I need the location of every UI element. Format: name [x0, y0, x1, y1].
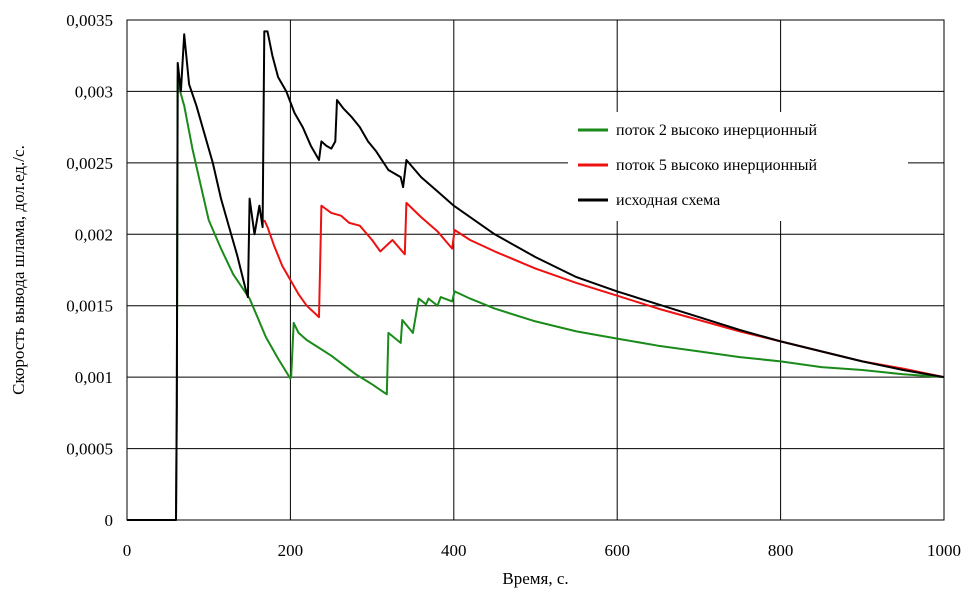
- x-tick-label: 0: [123, 541, 132, 560]
- series-line-3: [127, 30, 945, 521]
- y-tick-label: 0,0005: [66, 440, 113, 459]
- y-tick-label: 0,0035: [66, 11, 113, 30]
- x-tick-label: 400: [441, 541, 467, 560]
- y-tick-label: 0,002: [75, 225, 113, 244]
- series-line-2: [263, 201, 945, 379]
- x-tick-label: 200: [278, 541, 304, 560]
- series-lines: [127, 30, 945, 521]
- y-tick-label: 0,001: [75, 368, 113, 387]
- x-axis-label: Время, с.: [502, 569, 568, 588]
- legend-entry-label: поток 2 высоко инерционный: [616, 122, 818, 139]
- y-axis-label: Скорость вывода шлама, дол.ед./с.: [9, 145, 28, 395]
- y-tick-label: 0,0025: [66, 154, 113, 173]
- x-tick-label: 1000: [927, 541, 961, 560]
- legend-entry-label: исходная схема: [616, 192, 720, 209]
- y-tick-label: 0,003: [75, 82, 113, 101]
- x-tick-label: 600: [604, 541, 630, 560]
- plot-area-frame: [126, 19, 945, 521]
- x-axis-ticks: 0 200 400 600 800 1000: [123, 541, 961, 560]
- legend-background: [568, 112, 908, 221]
- series-line-1: [127, 76, 945, 521]
- legend-entry-label: поток 5 высоко инерционный: [616, 157, 818, 174]
- y-tick-label: 0,0015: [66, 297, 113, 316]
- y-tick-label: 0: [105, 511, 114, 530]
- y-axis-ticks: 0 0,0005 0,001 0,0015 0,002 0,0025 0,003 0,0035: [66, 11, 113, 530]
- x-tick-label: 800: [768, 541, 794, 560]
- grid-lines: [127, 19, 945, 520]
- legend: поток 2 высоко инерционный поток 5 высоко…: [568, 112, 908, 221]
